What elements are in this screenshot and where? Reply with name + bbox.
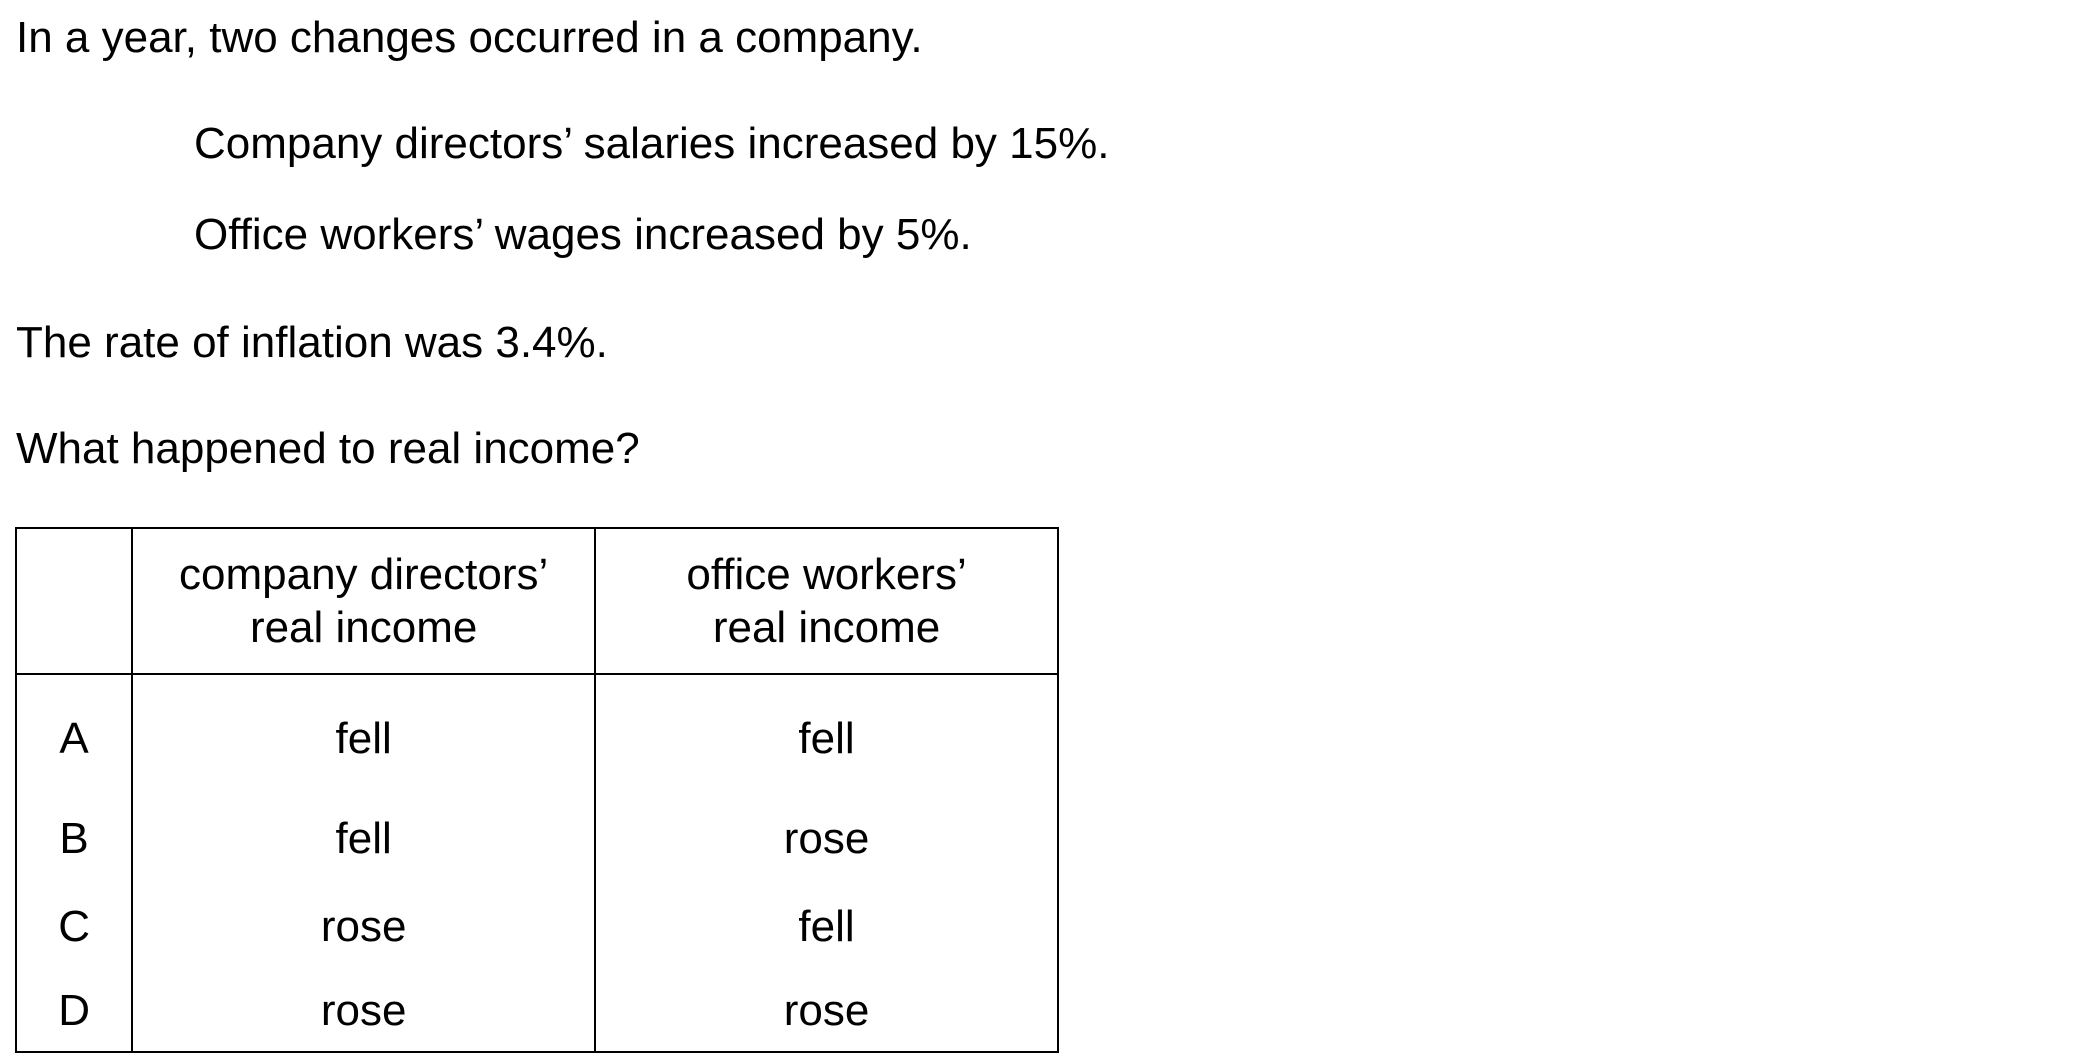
workers-wage-change: Office workers’ wages increased by 5%. — [194, 210, 972, 259]
option-letter: C — [16, 883, 134, 971]
workers-header-line2: real income — [712, 603, 941, 652]
workers-income-value: rose — [783, 814, 870, 863]
workers-income-header: office workers’ real income — [595, 528, 1058, 675]
table-row-b: B fell rose — [16, 795, 1058, 883]
directors-income-value: rose — [132, 971, 597, 1052]
directors-income-header: company directors’ real income — [132, 528, 597, 675]
option-letter: D — [16, 971, 134, 1052]
question-intro: In a year, two changes occurred in a com… — [16, 13, 923, 62]
inflation-rate: The rate of inflation was 3.4%. — [16, 318, 608, 367]
question-prompt: What happened to real income? — [16, 424, 640, 473]
directors-salary-change: Company directors’ salaries increased by… — [194, 119, 1110, 168]
directors-income-value: fell — [132, 674, 597, 795]
directors-income-value: fell — [132, 795, 597, 883]
option-letter: B — [16, 795, 134, 883]
table-row-d: D rose rose — [16, 971, 1058, 1052]
table-row-a: A fell fell — [16, 674, 1058, 795]
workers-income-value: rose — [783, 986, 870, 1035]
table-row-c: C rose fell — [16, 883, 1058, 971]
workers-income-value: fell — [798, 714, 855, 763]
table-header-row: company directors’ real income office wo… — [16, 528, 1058, 675]
directors-header-line2: real income — [249, 603, 478, 652]
workers-header-line1: office workers’ — [686, 550, 967, 599]
workers-income-value: fell — [798, 902, 855, 951]
answer-table: company directors’ real income office wo… — [15, 527, 1059, 1053]
option-header-cell — [16, 528, 134, 675]
directors-header-line1: company directors’ — [179, 550, 549, 599]
directors-income-value: rose — [132, 883, 597, 971]
option-letter: A — [16, 674, 134, 795]
